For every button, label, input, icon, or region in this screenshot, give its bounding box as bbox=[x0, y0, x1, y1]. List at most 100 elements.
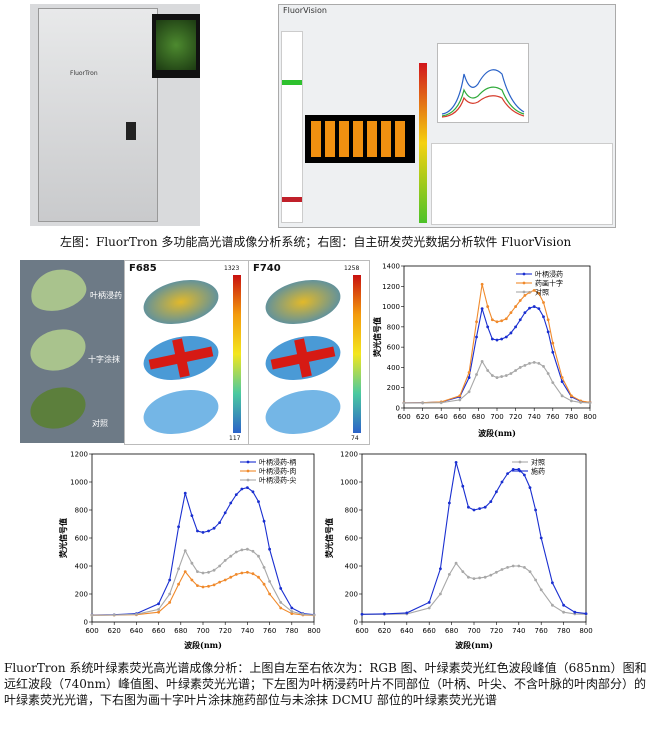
data-point bbox=[240, 487, 244, 491]
software-colorbar bbox=[419, 63, 427, 223]
data-point bbox=[312, 613, 316, 617]
data-point bbox=[405, 611, 409, 615]
data-point bbox=[251, 549, 255, 553]
y-tick-label: 0 bbox=[84, 619, 88, 627]
data-point bbox=[454, 461, 458, 464]
series-line bbox=[91, 548, 315, 616]
data-point bbox=[201, 585, 205, 589]
data-point bbox=[539, 588, 543, 592]
data-point bbox=[532, 288, 536, 292]
x-tick-label: 660 bbox=[423, 627, 436, 635]
data-point bbox=[383, 612, 386, 616]
data-point bbox=[439, 567, 442, 571]
f740-leaf-1 bbox=[261, 273, 345, 331]
data-point bbox=[486, 325, 490, 329]
y-tick-label: 1200 bbox=[70, 451, 88, 459]
f685-min: 117 bbox=[229, 435, 241, 442]
data-point bbox=[229, 575, 233, 579]
y-tick-label: 600 bbox=[345, 535, 358, 543]
data-point bbox=[490, 337, 494, 341]
data-point bbox=[439, 592, 442, 596]
data-point bbox=[562, 603, 565, 607]
data-point bbox=[234, 550, 238, 554]
data-point bbox=[551, 350, 555, 354]
data-point bbox=[480, 359, 484, 363]
data-point bbox=[279, 606, 283, 610]
x-tick-label: 660 bbox=[453, 413, 466, 421]
y-tick-label: 600 bbox=[75, 535, 88, 543]
y-axis-label: 荧光信号值 bbox=[58, 518, 68, 558]
data-point bbox=[570, 399, 573, 403]
f685-leaf-2 bbox=[139, 329, 223, 387]
data-point bbox=[467, 390, 471, 394]
y-tick-label: 1200 bbox=[340, 451, 358, 459]
data-point bbox=[290, 610, 294, 613]
y-tick-label: 400 bbox=[75, 563, 88, 571]
data-point bbox=[467, 505, 470, 509]
data-point bbox=[506, 472, 509, 475]
data-point bbox=[183, 570, 187, 573]
data-point bbox=[467, 376, 471, 379]
data-point bbox=[490, 318, 494, 322]
legend-label: 叶柄浸药 bbox=[535, 270, 563, 279]
chart-top-right: 600 620 640 660 680 700 720 740 760 780 800 0 200 400… bbox=[372, 263, 597, 439]
legend-marker bbox=[246, 460, 250, 464]
x-tick-label: 740 bbox=[241, 627, 254, 635]
data-point bbox=[546, 372, 550, 375]
x-tick-label: 640 bbox=[435, 413, 448, 421]
data-point bbox=[523, 364, 527, 367]
data-point bbox=[551, 603, 554, 607]
data-point bbox=[518, 318, 522, 322]
data-point bbox=[495, 320, 499, 324]
data-point bbox=[190, 561, 194, 565]
data-point bbox=[480, 282, 484, 286]
data-point bbox=[268, 580, 271, 583]
f740-title: F740 bbox=[253, 263, 281, 274]
y-tick-label: 200 bbox=[345, 591, 358, 599]
data-point bbox=[523, 473, 526, 477]
x-tick-label: 700 bbox=[196, 627, 209, 635]
y-tick-label: 400 bbox=[387, 364, 400, 372]
data-point bbox=[475, 320, 478, 324]
data-point bbox=[504, 374, 508, 377]
series-line bbox=[91, 570, 315, 616]
instrument-cabinet bbox=[38, 8, 158, 222]
data-point bbox=[212, 568, 216, 572]
data-point bbox=[475, 373, 478, 376]
data-point bbox=[537, 307, 541, 310]
leaf-rgb-3 bbox=[25, 381, 91, 435]
x-tick-label: 800 bbox=[307, 627, 320, 635]
legend-marker bbox=[522, 290, 526, 294]
data-point bbox=[509, 311, 513, 315]
data-point bbox=[157, 608, 160, 611]
x-tick-label: 720 bbox=[490, 627, 503, 635]
data-point bbox=[262, 519, 266, 523]
f740-max: 1258 bbox=[344, 265, 360, 272]
data-point bbox=[537, 291, 541, 295]
data-point bbox=[500, 337, 504, 341]
x-tick-label: 660 bbox=[152, 627, 165, 635]
data-point bbox=[402, 401, 406, 405]
x-axis-label: 波段(nm) bbox=[478, 428, 516, 438]
data-point bbox=[546, 318, 550, 322]
data-point bbox=[480, 307, 484, 310]
y-tick-label: 1000 bbox=[382, 303, 400, 311]
data-point bbox=[539, 536, 543, 540]
data-point bbox=[290, 606, 294, 610]
data-point bbox=[190, 578, 194, 582]
data-point bbox=[472, 508, 476, 512]
data-point bbox=[584, 612, 588, 615]
data-point bbox=[514, 305, 517, 308]
data-point bbox=[196, 529, 199, 533]
data-point bbox=[196, 584, 199, 587]
data-point bbox=[490, 374, 494, 377]
data-point bbox=[551, 381, 555, 385]
series-line bbox=[91, 487, 315, 616]
data-point bbox=[478, 576, 481, 580]
x-tick-label: 740 bbox=[512, 627, 525, 635]
data-point bbox=[246, 570, 249, 574]
y-tick-label: 200 bbox=[387, 384, 400, 392]
data-point bbox=[183, 491, 187, 495]
data-point bbox=[246, 547, 249, 551]
data-point bbox=[518, 299, 522, 302]
